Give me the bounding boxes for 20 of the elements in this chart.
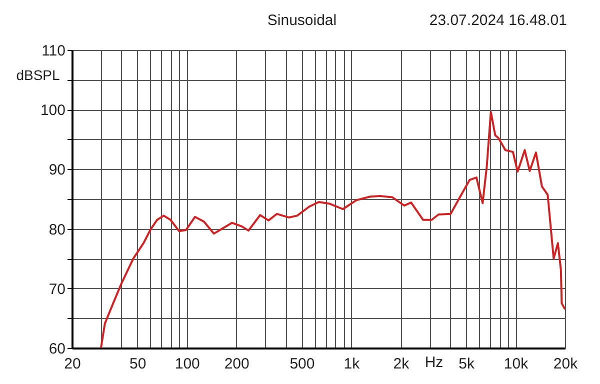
y-tick-label: 90: [48, 162, 66, 179]
x-tick-label: 500: [290, 356, 315, 372]
x-tick-label: 100: [174, 356, 200, 372]
y-tick-label: 100: [40, 102, 66, 120]
y-axis-title: dBSPL: [16, 67, 60, 83]
x-tick-label: 5k: [458, 356, 475, 372]
x-tick-label: 200: [224, 356, 250, 372]
chart-title: Sinusoidal: [267, 12, 337, 29]
y-tick-label: 60: [48, 340, 66, 358]
text: 23.07.2024 16.48.01: [429, 12, 567, 29]
x-tick-label: 2k: [393, 356, 410, 372]
x-tick-label: 20k: [553, 356, 578, 372]
y-tick-label: 110: [42, 42, 66, 60]
y-tick-label: 70: [48, 280, 66, 298]
y-tick-label: 80: [48, 221, 66, 238]
x-tick-label: 1k: [344, 356, 360, 372]
x-tick-label: 50: [130, 356, 146, 372]
x-axis-title: Hz: [424, 354, 444, 371]
x-tick-label: 20: [64, 356, 81, 372]
x-tick-label: 10k: [504, 356, 529, 372]
